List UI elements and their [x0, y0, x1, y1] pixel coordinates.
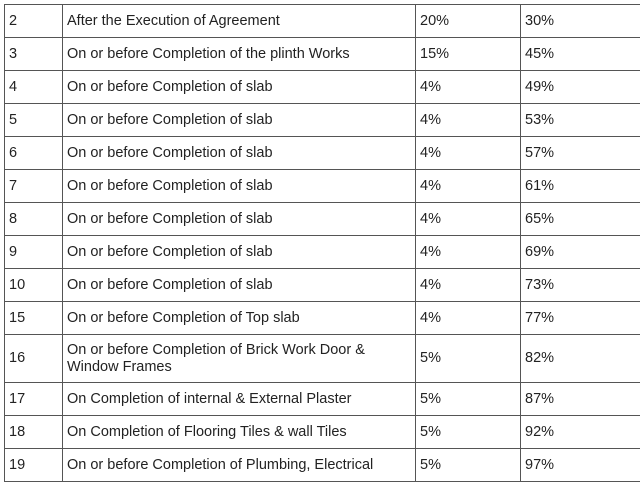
- stage-percent: 5%: [416, 416, 521, 449]
- stage-number: 2: [5, 5, 63, 38]
- stage-number: 16: [5, 335, 63, 383]
- stage-percent: 4%: [416, 269, 521, 302]
- stage-number: 4: [5, 71, 63, 104]
- stage-description: On or before Completion of slab: [63, 104, 416, 137]
- stage-number: 15: [5, 302, 63, 335]
- cumulative-percent: 97%: [521, 449, 640, 482]
- stage-description: On or before Completion of the plinth Wo…: [63, 38, 416, 71]
- cumulative-percent: 57%: [521, 137, 640, 170]
- stage-description: On or before Completion of slab: [63, 71, 416, 104]
- stage-number: 10: [5, 269, 63, 302]
- stage-number: 6: [5, 137, 63, 170]
- stage-percent: 5%: [416, 449, 521, 482]
- cumulative-percent: 73%: [521, 269, 640, 302]
- cumulative-percent: 69%: [521, 236, 640, 269]
- stage-number: 7: [5, 170, 63, 203]
- stage-number: 19: [5, 449, 63, 482]
- cumulative-percent: 30%: [521, 5, 640, 38]
- cumulative-percent: 77%: [521, 302, 640, 335]
- stage-percent: 4%: [416, 137, 521, 170]
- stage-number: 17: [5, 383, 63, 416]
- cumulative-percent: 53%: [521, 104, 640, 137]
- stage-percent: 5%: [416, 335, 521, 383]
- cumulative-percent: 61%: [521, 170, 640, 203]
- stage-description: On Completion of internal & External Pla…: [63, 383, 416, 416]
- cumulative-percent: 92%: [521, 416, 640, 449]
- stage-percent: 4%: [416, 236, 521, 269]
- cumulative-percent: 45%: [521, 38, 640, 71]
- cumulative-percent: 82%: [521, 335, 640, 383]
- stage-percent: 4%: [416, 203, 521, 236]
- stage-percent: 20%: [416, 5, 521, 38]
- stage-description: On or before Completion of slab: [63, 170, 416, 203]
- stage-number: 18: [5, 416, 63, 449]
- stage-number: 3: [5, 38, 63, 71]
- stage-percent: 5%: [416, 383, 521, 416]
- cumulative-percent: 49%: [521, 71, 640, 104]
- stage-percent: 4%: [416, 170, 521, 203]
- stage-percent: 4%: [416, 104, 521, 137]
- cumulative-percent: 65%: [521, 203, 640, 236]
- stage-description: On Completion of Flooring Tiles & wall T…: [63, 416, 416, 449]
- stage-description: After the Execution of Agreement: [63, 5, 416, 38]
- stage-number: 5: [5, 104, 63, 137]
- stage-description: On or before Completion of slab: [63, 203, 416, 236]
- stage-number: 8: [5, 203, 63, 236]
- stage-description: On or before Completion of slab: [63, 236, 416, 269]
- stage-percent: 15%: [416, 38, 521, 71]
- stage-percent: 4%: [416, 71, 521, 104]
- stage-number: 9: [5, 236, 63, 269]
- cumulative-percent: 87%: [521, 383, 640, 416]
- stage-description: On or before Completion of Top slab: [63, 302, 416, 335]
- stage-percent: 4%: [416, 302, 521, 335]
- stage-description: On or before Completion of slab: [63, 137, 416, 170]
- stage-description: On or before Completion of Brick Work Do…: [63, 335, 416, 383]
- stage-description: On or before Completion of Plumbing, Ele…: [63, 449, 416, 482]
- stage-description: On or before Completion of slab: [63, 269, 416, 302]
